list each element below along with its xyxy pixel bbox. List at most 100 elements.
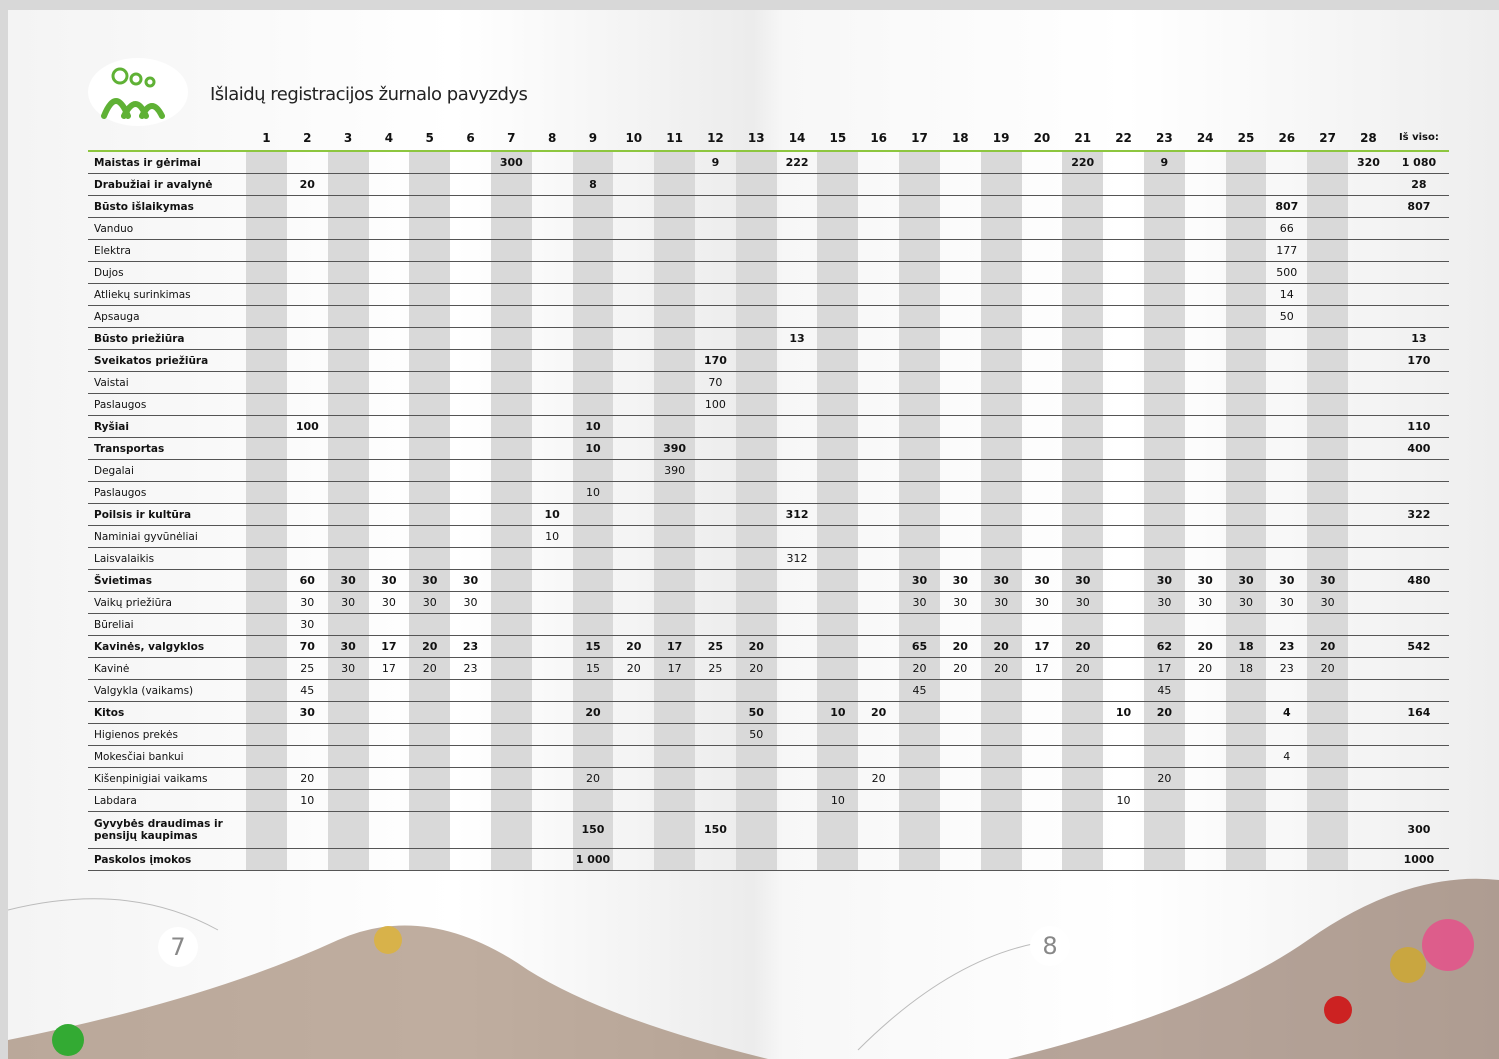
cell: 312 [776, 503, 818, 526]
cell [246, 613, 287, 636]
cell [817, 745, 859, 768]
cell [613, 811, 655, 849]
row: Degalai 390 [88, 459, 1449, 482]
cell [409, 547, 451, 570]
cell [1307, 679, 1349, 702]
cell [858, 459, 900, 482]
cell [1021, 283, 1063, 306]
cell [899, 459, 940, 482]
cell: 30 [1307, 569, 1349, 592]
cell [858, 415, 900, 438]
cell [327, 261, 369, 284]
cell [1062, 459, 1104, 482]
row-total [1388, 613, 1449, 636]
cell [450, 459, 491, 482]
cell [368, 371, 410, 394]
cell [409, 848, 451, 871]
cell: 150 [572, 811, 614, 849]
cell [817, 151, 859, 174]
cell [980, 679, 1022, 702]
cell [246, 239, 287, 262]
row: Valgykla (vaikams) 45 45 45 [88, 679, 1449, 702]
cell [654, 195, 696, 218]
day-header: 7 [490, 126, 532, 152]
cell [1184, 547, 1226, 570]
cell [1021, 701, 1063, 724]
cell [817, 481, 859, 504]
cell [654, 151, 696, 174]
cell [1143, 261, 1185, 284]
cell [613, 261, 655, 284]
row-label: Kišenpinigiai vaikams [88, 767, 247, 790]
cell [613, 547, 655, 570]
cell [654, 811, 696, 849]
row: Ryšiai 100 10 110 [88, 415, 1449, 438]
cell: 15 [572, 635, 614, 658]
cell [246, 415, 287, 438]
cell: 23 [450, 635, 491, 658]
cell [246, 261, 287, 284]
cell [368, 701, 410, 724]
cell [776, 437, 818, 460]
cell [695, 437, 736, 460]
cell [1103, 745, 1144, 768]
cell [1184, 305, 1226, 328]
cell [776, 459, 818, 482]
cell [939, 261, 981, 284]
cell: 30 [1143, 569, 1185, 592]
cell [450, 371, 491, 394]
cell [531, 151, 573, 174]
cell [368, 547, 410, 570]
cell [613, 349, 655, 372]
cell [286, 349, 328, 372]
cell [531, 305, 573, 328]
cell: 10 [817, 789, 859, 812]
cell [1062, 789, 1104, 812]
cell [899, 239, 940, 262]
cell [776, 283, 818, 306]
cell: 30 [980, 569, 1022, 592]
cell [1307, 811, 1349, 849]
cell: 20 [1062, 635, 1104, 658]
cell [939, 811, 981, 849]
cell [450, 547, 491, 570]
row-label: Vanduo [88, 217, 247, 240]
cell [1062, 481, 1104, 504]
cell [1266, 811, 1308, 849]
cell [695, 723, 736, 746]
row-total: 164 [1388, 701, 1449, 724]
cell [654, 239, 696, 262]
cell [858, 173, 900, 196]
cell [1266, 415, 1308, 438]
cell: 100 [286, 415, 328, 438]
cell [1225, 745, 1267, 768]
cell [1184, 789, 1226, 812]
cell: 20 [1184, 635, 1226, 658]
cell [327, 503, 369, 526]
cell [409, 261, 451, 284]
cell [1307, 481, 1349, 504]
cell [450, 173, 491, 196]
cell [735, 569, 777, 592]
cell [368, 789, 410, 812]
cell [368, 481, 410, 504]
cell: 30 [286, 701, 328, 724]
cell [1184, 723, 1226, 746]
cell [695, 613, 736, 636]
cell [1184, 811, 1226, 849]
cell [1184, 767, 1226, 790]
cell [613, 437, 655, 460]
cell: 30 [1062, 569, 1104, 592]
cell: 300 [490, 151, 532, 174]
cell [490, 217, 532, 240]
cell [613, 723, 655, 746]
cell [1103, 459, 1144, 482]
cell [1266, 525, 1308, 548]
cell: 20 [572, 701, 614, 724]
row: Naminiai gyvūnėliai 10 [88, 525, 1449, 548]
cell [531, 767, 573, 790]
cell [490, 173, 532, 196]
cell [1062, 217, 1104, 240]
corner [88, 126, 247, 152]
cell [409, 173, 451, 196]
